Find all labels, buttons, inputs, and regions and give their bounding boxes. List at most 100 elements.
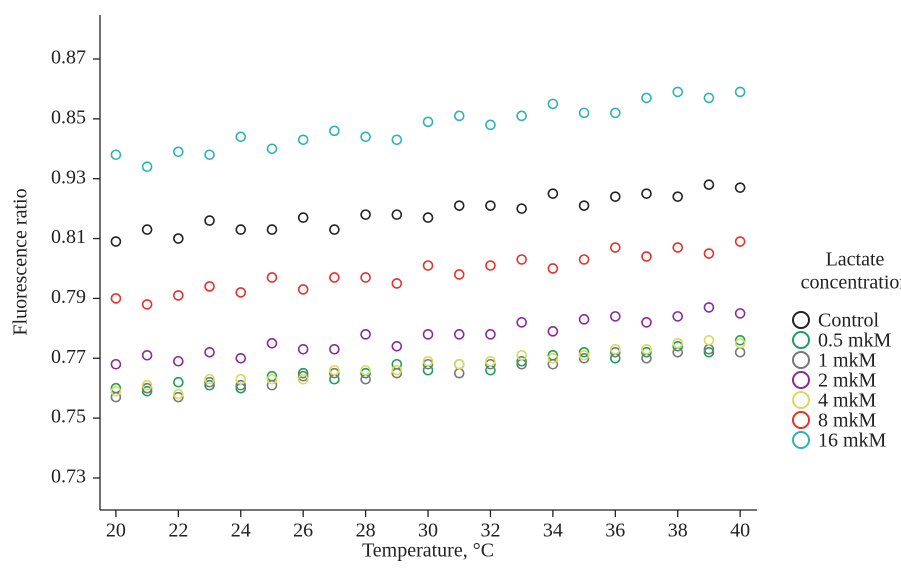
legend-marker (792, 371, 810, 389)
data-point (516, 254, 527, 265)
data-point (297, 367, 309, 379)
data-point (391, 367, 403, 379)
data-point (360, 364, 371, 376)
x-tick-label: 26 (293, 520, 313, 542)
legend-marker (792, 331, 810, 349)
x-tick-label: 20 (106, 520, 126, 542)
data-point (672, 311, 684, 322)
data-point (391, 340, 403, 352)
data-point (703, 248, 715, 259)
data-point (516, 355, 527, 367)
data-point (516, 349, 527, 361)
data-point (547, 326, 559, 337)
data-point (578, 254, 590, 265)
data-point (360, 131, 371, 143)
legend-label: Control (818, 310, 880, 332)
y-tick-label: 0.81 (51, 226, 86, 248)
data-point (329, 343, 340, 355)
data-point (266, 143, 278, 155)
data-point (391, 209, 403, 220)
data-point (547, 98, 559, 110)
data-point (329, 364, 340, 376)
data-point (641, 251, 652, 262)
data-point (266, 379, 278, 391)
data-point (110, 391, 122, 403)
data-point (204, 376, 215, 388)
data-point (734, 308, 746, 319)
data-point (453, 269, 465, 280)
data-point (204, 215, 215, 226)
data-point (329, 367, 340, 379)
data-point (610, 191, 621, 202)
data-point (329, 125, 340, 137)
y-tick-label: 0.75 (51, 406, 86, 428)
data-point (204, 149, 215, 161)
data-point (266, 338, 278, 349)
data-point (297, 370, 309, 382)
data-point (235, 287, 247, 298)
data-point (453, 367, 465, 379)
data-point (422, 212, 434, 223)
data-point (422, 260, 434, 271)
data-point (578, 107, 590, 119)
data-point (204, 379, 215, 391)
x-tick-label: 36 (605, 520, 625, 542)
data-point (360, 329, 371, 340)
legend-marker (792, 411, 810, 429)
data-point (578, 352, 590, 364)
x-tick-label: 24 (231, 520, 251, 542)
x-tick-label: 30 (418, 520, 438, 542)
data-point (734, 86, 746, 98)
data-point (610, 346, 621, 358)
data-point (485, 200, 496, 211)
legend-title: Lactate (826, 249, 885, 271)
data-point (391, 134, 403, 146)
data-point (173, 388, 184, 400)
legend-label: 2 mkM (818, 370, 877, 392)
data-point (297, 343, 309, 355)
data-point (360, 272, 371, 283)
data-point (641, 352, 652, 364)
data-point (578, 314, 590, 325)
x-tick-label: 40 (730, 520, 750, 542)
data-point (204, 373, 215, 385)
data-point (453, 110, 465, 122)
x-tick-label: 32 (480, 520, 500, 542)
data-point (235, 379, 247, 391)
data-point (391, 278, 403, 289)
data-point (110, 293, 122, 304)
data-point (641, 346, 652, 358)
data-point (266, 373, 278, 385)
data-point (173, 233, 184, 244)
data-point (141, 349, 153, 361)
y-tick-label: 0.93 (51, 166, 86, 188)
data-point (641, 92, 652, 104)
data-point (703, 335, 715, 346)
data-point (610, 107, 621, 119)
data-point (360, 367, 371, 379)
y-axis-label: Fluorescence ratio (10, 188, 32, 335)
y-tick-label: 0.87 (51, 47, 86, 69)
data-point (485, 355, 496, 367)
data-point (734, 346, 746, 358)
legend-label: 0.5 mkM (818, 330, 892, 352)
x-tick-label: 34 (543, 520, 563, 542)
data-point (329, 224, 340, 235)
legend-label: 1 mkM (818, 350, 877, 372)
data-point (547, 358, 559, 370)
data-point (672, 340, 684, 352)
legend-marker (792, 431, 810, 449)
data-point (110, 385, 122, 397)
data-point (141, 299, 153, 310)
data-point (360, 373, 371, 385)
data-point (703, 346, 715, 358)
data-point (235, 352, 247, 364)
data-point (173, 376, 184, 388)
legend-title: concentration (801, 272, 901, 294)
data-point (173, 355, 184, 367)
data-point (610, 311, 621, 322)
data-point (141, 382, 153, 394)
data-point (297, 284, 309, 295)
